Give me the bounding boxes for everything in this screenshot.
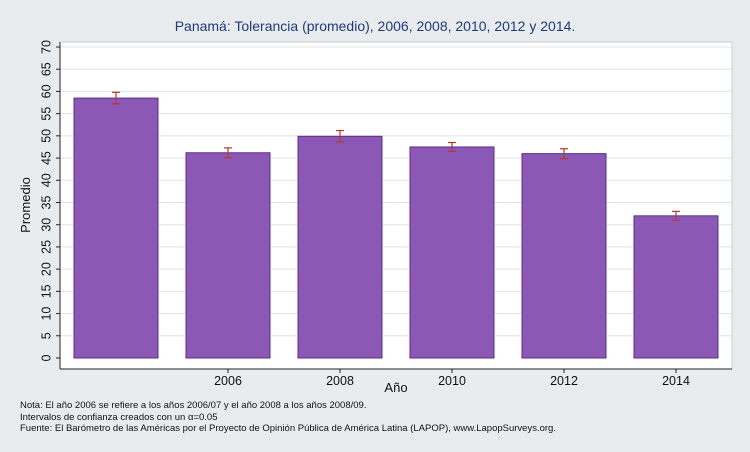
x-axis-title: Año [384, 380, 407, 395]
y-axis-ticks: 0 5 10 15 20 25 30 35 40 45 50 55 60 65 70 [39, 40, 60, 361]
note-confidence: Intervalos de confianza creados con un α… [20, 412, 556, 424]
y-tick-label: 20 [39, 262, 53, 276]
y-tick-label: 70 [39, 40, 53, 54]
bar [73, 97, 159, 359]
y-tick-label: 60 [39, 84, 53, 98]
bar [185, 152, 271, 359]
alpha-symbol: α [187, 411, 194, 423]
bar [521, 153, 607, 359]
note-confidence-prefix: Intervalos de confianza creados con un [20, 411, 188, 423]
error-bars [112, 91, 680, 221]
y-tick-label: 65 [39, 62, 53, 76]
y-tick-label: 10 [39, 307, 53, 321]
y-tick-label: 30 [39, 218, 53, 232]
bar [409, 146, 495, 359]
y-tick-label: 40 [39, 173, 53, 187]
bar [297, 135, 383, 359]
y-tick-label: 0 [39, 354, 53, 361]
bar [633, 215, 719, 359]
note-years: Nota: El año 2006 se refiere a los años … [20, 400, 367, 411]
x-tick-label: 2012 [550, 374, 578, 388]
x-tick-label: 2008 [326, 374, 354, 388]
x-axis-ticks: 2006 2008 2010 2012 2014 [214, 369, 690, 388]
footnotes: Nota: El año 2006 se refiere a los años … [20, 400, 556, 435]
note-source: Fuente: El Barómetro de las Américas por… [20, 423, 556, 434]
plot-area [59, 41, 733, 370]
y-tick-label: 35 [39, 196, 53, 210]
chart-title: Panamá: Tolerancia (promedio), 2006, 200… [175, 18, 576, 34]
x-tick-label: 2006 [214, 374, 242, 388]
y-tick-label: 55 [39, 107, 53, 121]
x-tick-label: 2014 [662, 374, 690, 388]
bars [73, 97, 719, 359]
x-tick-label: 2010 [438, 374, 466, 388]
y-tick-label: 25 [39, 240, 53, 254]
y-tick-label: 15 [39, 284, 53, 298]
y-tick-label: 45 [39, 151, 53, 165]
gridlines [60, 46, 732, 337]
y-axis-title: Promedio [18, 177, 33, 233]
y-tick-label: 5 [39, 332, 53, 339]
y-tick-label: 50 [39, 129, 53, 143]
note-confidence-suffix: =0.05 [193, 411, 218, 423]
